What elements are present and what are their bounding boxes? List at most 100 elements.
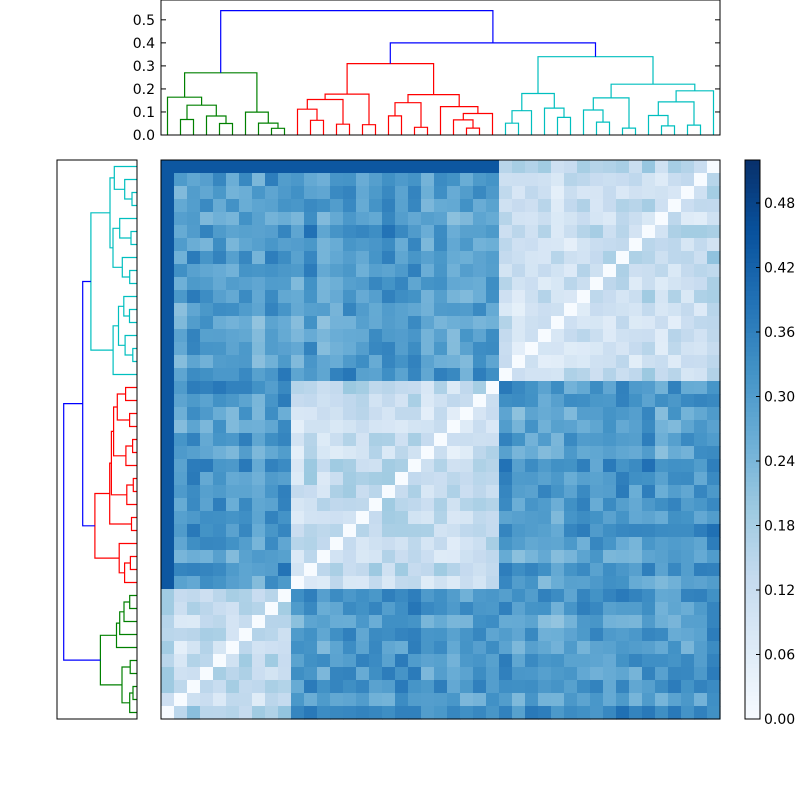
colorbar-segment	[745, 500, 760, 506]
heatmap-cell	[551, 706, 565, 720]
heatmap-cell	[434, 459, 448, 473]
heatmap-cell	[356, 407, 370, 421]
heatmap-cell	[525, 615, 539, 629]
heatmap-cell	[694, 225, 708, 239]
heatmap-cell	[603, 199, 617, 213]
heatmap-cell	[460, 407, 474, 421]
colorbar-segment	[745, 691, 760, 697]
colorbar-segment	[745, 444, 760, 450]
heatmap-cell	[161, 459, 175, 473]
heatmap-cell	[239, 238, 253, 252]
colorbar-segment	[745, 621, 760, 627]
heatmap-cell	[330, 563, 344, 577]
heatmap-cell	[369, 381, 383, 395]
heatmap-cell	[317, 251, 331, 265]
heatmap-cell	[473, 693, 487, 707]
heatmap-cell	[395, 485, 409, 499]
heatmap-cell	[694, 368, 708, 382]
heatmap-cell	[538, 524, 552, 538]
heatmap-cell	[590, 264, 604, 278]
heatmap-cell	[564, 433, 578, 447]
heatmap-cell	[200, 589, 214, 603]
heatmap-cell	[473, 667, 487, 681]
heatmap-cell	[408, 485, 422, 499]
heatmap-cell	[473, 524, 487, 538]
dendrogram-link	[218, 122, 234, 135]
heatmap-cell	[304, 589, 318, 603]
heatmap-cell	[434, 316, 448, 330]
colorbar-tick-label: 0.24	[764, 454, 795, 470]
heatmap-cell	[629, 238, 643, 252]
heatmap-cell	[525, 472, 539, 486]
heatmap-cell	[278, 628, 292, 642]
colorbar-segment	[745, 309, 760, 315]
heatmap-cell	[486, 537, 500, 551]
heatmap-cell	[369, 264, 383, 278]
heatmap-cell	[174, 524, 188, 538]
heatmap-cell	[278, 576, 292, 590]
heatmap-cell	[161, 238, 175, 252]
heatmap-cell	[382, 667, 396, 681]
heatmap-cell	[187, 303, 201, 317]
heatmap-cell	[525, 589, 539, 603]
heatmap-cell	[408, 563, 422, 577]
heatmap-cell	[265, 173, 279, 187]
heatmap-cell	[408, 472, 422, 486]
heatmap-cell	[252, 329, 266, 343]
heatmap-cell	[304, 303, 318, 317]
heatmap-cell	[330, 212, 344, 226]
heatmap-cell	[434, 199, 448, 213]
heatmap-cell	[304, 433, 318, 447]
heatmap-cell	[564, 160, 578, 174]
heatmap-cell	[590, 303, 604, 317]
heatmap-cell	[434, 264, 448, 278]
heatmap-cell	[317, 706, 331, 720]
colorbar-segment	[745, 416, 760, 422]
heatmap-cell	[616, 693, 630, 707]
heatmap-cell	[681, 355, 695, 369]
heatmap-cell	[473, 368, 487, 382]
colorbar-segment	[745, 663, 760, 669]
heatmap-cell	[187, 680, 201, 694]
heatmap-cell	[538, 264, 552, 278]
heatmap-cell	[460, 186, 474, 200]
heatmap-cell	[395, 641, 409, 655]
heatmap-cell	[681, 407, 695, 421]
heatmap-cell	[382, 641, 396, 655]
heatmap-cell	[616, 446, 630, 460]
top-dendrogram-y-axis: 0.00.10.20.30.40.5	[133, 13, 720, 144]
heatmap-cell	[486, 277, 500, 291]
heatmap-cell	[590, 576, 604, 590]
heatmap-cell	[369, 199, 383, 213]
heatmap-cell	[304, 407, 318, 421]
heatmap-cell	[252, 303, 266, 317]
heatmap-cell	[174, 160, 188, 174]
heatmap-cell	[395, 498, 409, 512]
heatmap-cell	[694, 511, 708, 525]
heatmap-cell	[616, 225, 630, 239]
heatmap-cell	[343, 628, 357, 642]
heatmap-cell	[668, 680, 682, 694]
heatmap-cell	[655, 537, 669, 551]
heatmap-cell	[577, 667, 591, 681]
heatmap-cell	[616, 251, 630, 265]
heatmap-cell	[226, 264, 240, 278]
heatmap-cell	[694, 550, 708, 564]
heatmap-cell	[629, 186, 643, 200]
heatmap-cell	[395, 446, 409, 460]
colorbar-segment	[745, 639, 760, 645]
heatmap-cell	[434, 472, 448, 486]
heatmap-cell	[655, 173, 669, 187]
heatmap-cell	[343, 290, 357, 304]
heatmap-cell	[369, 290, 383, 304]
dendrogram-link	[112, 227, 123, 268]
heatmap-cell	[486, 342, 500, 356]
heatmap-cell	[174, 342, 188, 356]
colorbar-segment	[745, 616, 760, 622]
heatmap-cell	[356, 160, 370, 174]
heatmap-cell	[395, 342, 409, 356]
heatmap-cell	[642, 277, 656, 291]
heatmap-cell	[447, 446, 461, 460]
heatmap-cell	[317, 693, 331, 707]
heatmap-cell	[499, 264, 513, 278]
